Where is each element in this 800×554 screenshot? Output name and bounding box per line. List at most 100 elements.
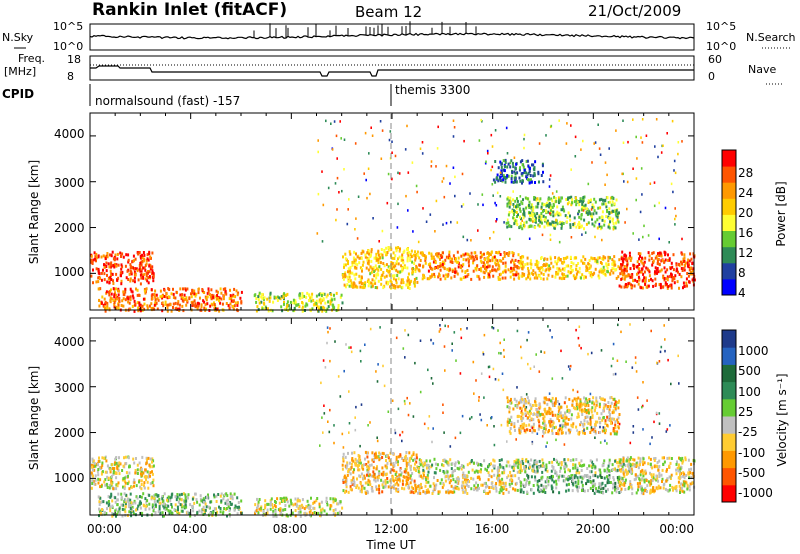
data-cell-7 [538, 224, 541, 228]
data-cell-5 [537, 261, 540, 265]
data-cell-1 [208, 506, 211, 510]
power-cbar-label: Power [dB] [774, 181, 788, 246]
data-cell-2 [293, 306, 296, 310]
data-cell-sparse [453, 126, 456, 129]
data-cell-1 [128, 301, 131, 305]
data-cell-sparse [655, 118, 658, 121]
data-cell-4 [434, 261, 437, 264]
data-cell-7 [619, 458, 622, 462]
data-cell-0 [92, 474, 94, 478]
data-cell-7 [552, 210, 555, 214]
data-cell-8 [500, 169, 503, 173]
data-cell-0 [142, 274, 145, 278]
data-cell-4 [448, 268, 451, 272]
data-cell-4 [493, 255, 496, 259]
data-cell-0 [111, 463, 114, 467]
data-cell-6 [623, 285, 626, 289]
data-cell-0 [139, 264, 141, 268]
data-cell-3 [379, 457, 382, 460]
data-cell-6 [636, 260, 639, 264]
data-cell-1 [136, 507, 139, 511]
data-cell-5 [445, 490, 448, 494]
data-cell-3 [409, 476, 412, 480]
data-cell-3 [352, 459, 355, 463]
data-cell-sparse [624, 221, 626, 224]
data-cell-6 [629, 267, 632, 271]
data-cell-3 [382, 473, 385, 477]
data-cell-5 [466, 492, 469, 495]
data-cell-0 [92, 465, 95, 468]
data-cell-8 [526, 173, 529, 177]
data-cell-1 [206, 291, 209, 295]
data-cell-7 [537, 202, 540, 205]
data-cell-4 [578, 461, 581, 465]
data-cell-5 [494, 484, 497, 487]
data-cell-8 [519, 166, 521, 170]
data-cell-4 [466, 463, 469, 467]
data-cell-7 [622, 478, 625, 482]
data-cell-3 [405, 467, 408, 470]
data-cell-sparse [371, 134, 374, 137]
data-cell-2 [257, 500, 260, 504]
data-cell-4 [498, 267, 501, 271]
data-cell-2 [255, 297, 258, 300]
data-cell-4 [475, 469, 478, 473]
data-cell-4 [470, 256, 473, 260]
data-cell-7 [555, 220, 557, 224]
data-cell-5 [559, 268, 562, 272]
data-cell-6 [683, 284, 686, 288]
data-cell-sparse [405, 194, 407, 198]
data-cell-1 [167, 504, 170, 508]
data-cell-4 [476, 257, 478, 261]
data-cell-3 [385, 465, 388, 469]
data-cell-4 [513, 273, 515, 277]
data-cell-6 [656, 267, 659, 270]
data-cell-5 [517, 266, 520, 270]
data-cell-7 [561, 221, 564, 224]
data-cell-6 [639, 252, 642, 256]
data-cell-3 [354, 284, 357, 288]
data-cell-7 [548, 222, 551, 226]
data-cell-3 [393, 257, 396, 260]
data-cell-6 [592, 489, 594, 492]
data-cell-5 [432, 489, 435, 493]
data-cell-0 [97, 280, 100, 284]
data-cell-sparse [412, 230, 414, 233]
data-cell-0 [142, 259, 145, 263]
data-cell-2 [332, 497, 335, 501]
data-cell-6 [656, 271, 658, 275]
data-cell-0 [113, 262, 116, 266]
data-cell-6 [522, 490, 525, 494]
data-cell-sparse [421, 152, 424, 155]
data-cell-6 [615, 490, 618, 494]
data-cell-1 [98, 298, 101, 302]
data-cell-5 [484, 485, 487, 489]
data-cell-7 [534, 219, 537, 223]
power-heatmap [90, 118, 696, 313]
data-cell-4 [441, 262, 444, 266]
velocity-heatmap [90, 323, 696, 518]
data-cell-5 [499, 480, 502, 484]
data-cell-2 [319, 508, 322, 512]
data-cell-sparse [366, 196, 368, 200]
data-cell-3 [397, 478, 400, 482]
data-cell-4 [464, 271, 467, 274]
data-cell-7 [684, 480, 687, 484]
data-cell-7 [533, 212, 536, 216]
data-cell-5 [607, 259, 610, 263]
data-cell-1 [101, 500, 104, 504]
data-cell-5 [602, 265, 605, 269]
data-cell-3 [405, 451, 408, 454]
data-cell-0 [150, 266, 153, 270]
data-cell-0 [94, 257, 96, 261]
data-cell-1 [229, 492, 232, 496]
data-cell-3 [366, 464, 369, 468]
data-cell-5 [514, 474, 517, 478]
data-cell-7 [640, 485, 643, 489]
data-cell-6 [686, 264, 689, 268]
data-cell-2 [283, 496, 285, 500]
data-cell-4 [436, 266, 439, 270]
data-cell-7 [571, 201, 574, 205]
data-cell-3 [348, 275, 351, 279]
data-cell-2 [310, 299, 313, 303]
